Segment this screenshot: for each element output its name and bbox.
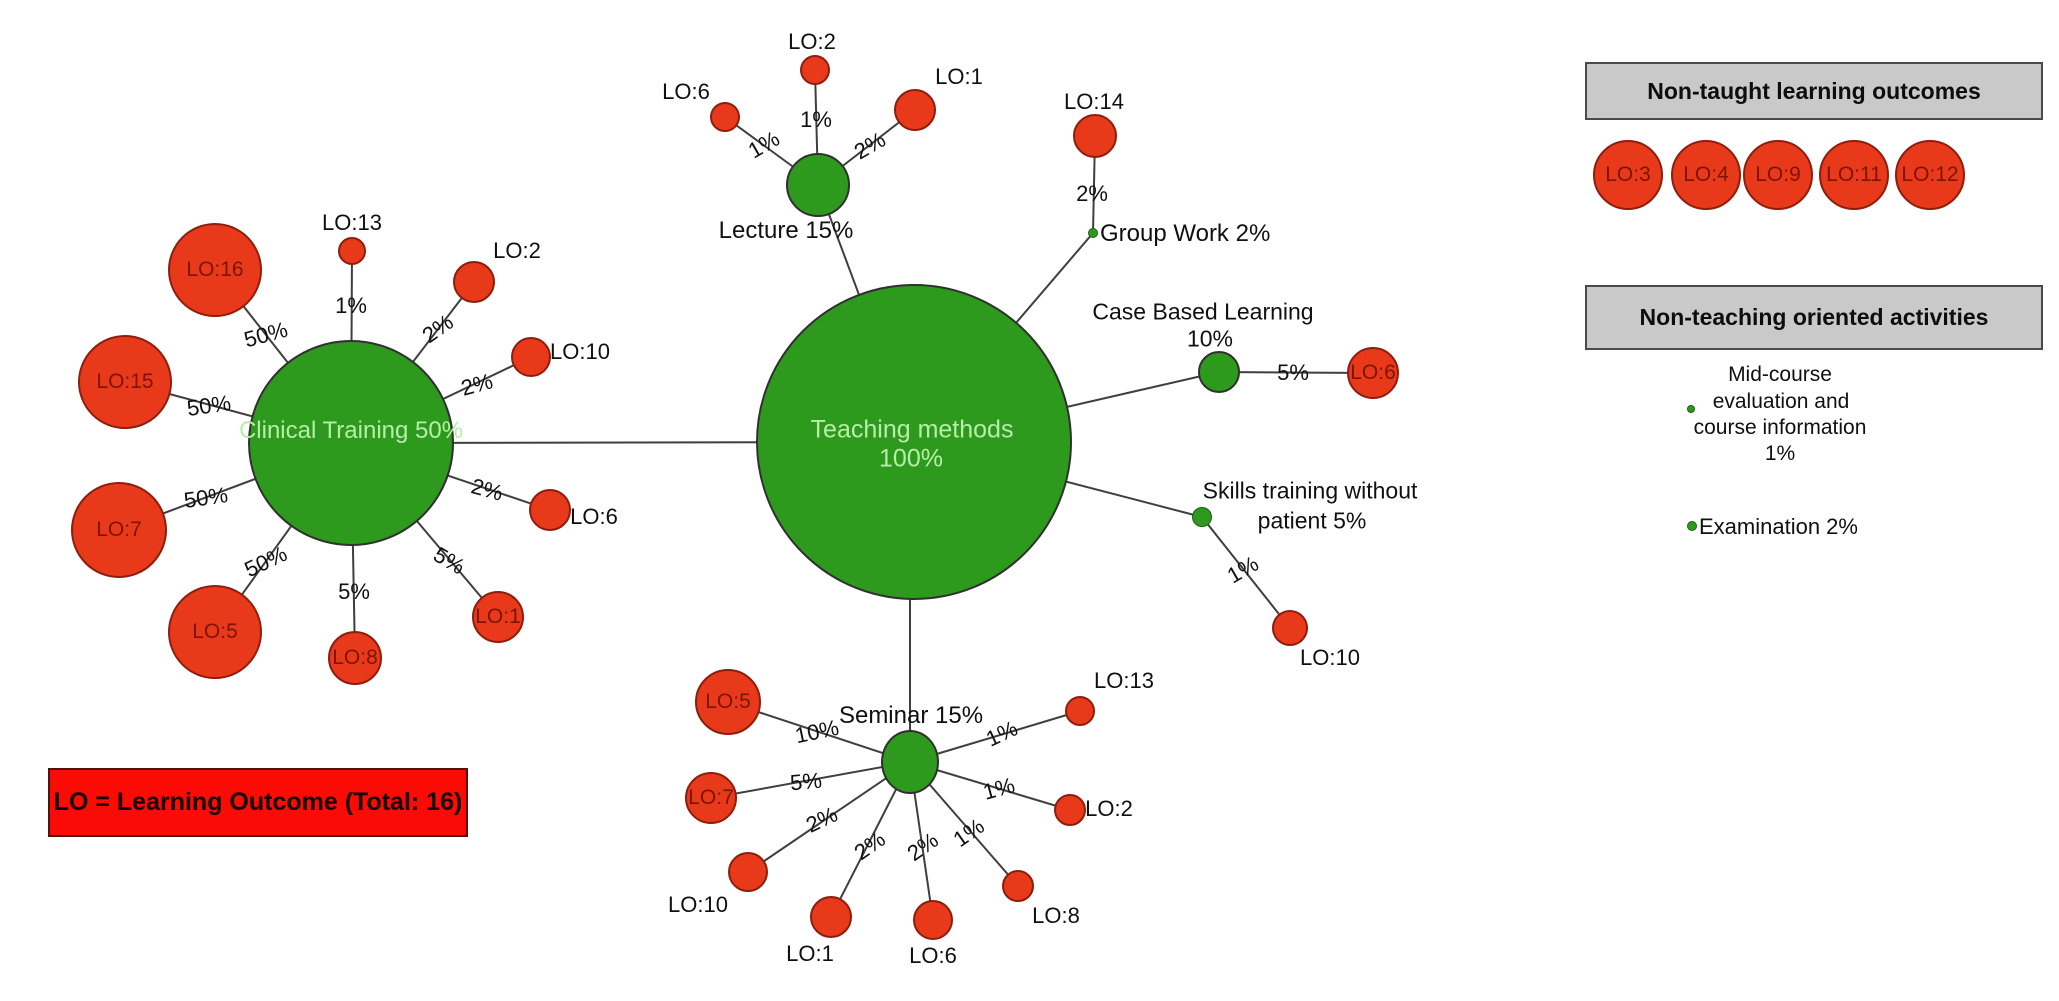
node-clinical-lo7: LO:7 [71,482,167,578]
casebased-lo6-label: LO:6 [1350,361,1396,384]
node-legend-lo11: LO:11 [1819,140,1889,210]
seminar-lo6-label: LO:6 [909,943,957,968]
lo-note-box: LO = Learning Outcome (Total: 16) [48,768,468,837]
clinical-lo10-label: LO:10 [550,339,610,364]
skills-title-line2: patient 5% [1257,507,1367,534]
node-clinical-lo5: LO:5 [168,585,262,679]
clinical-lo2-label: LO:2 [493,238,541,263]
case-based-title: Case Based Learning [1092,298,1314,325]
examination-dot [1687,521,1697,531]
clinical-lo15-label: LO:15 [96,370,154,393]
legend-lo3-label: LO:3 [1605,163,1651,186]
node-seminar [881,730,939,794]
clinical-lo7-label: LO:7 [96,518,142,541]
node-lecture-lo6 [710,102,740,132]
midcourse-dot [1687,405,1695,413]
edge-seminar-lo7 [710,761,911,799]
node-clinical-lo16: LO:16 [168,223,262,317]
clinical-lo6-label: LO:6 [570,504,618,529]
seminar-lo7-label: LO:7 [688,786,734,809]
node-clinical-lo2 [453,261,495,303]
seminar-lo13-label: LO:13 [1094,668,1154,693]
non-teaching-header: Non-teaching oriented activities [1639,304,1989,330]
lecture-label: Lecture 15% [718,217,854,244]
node-skills-training [1192,507,1212,527]
clinical-lo1-label: LO:1 [475,605,521,628]
node-teaching-methods [756,284,1072,600]
node-seminar-lo10 [728,852,768,892]
lecture-lo2-pct: 1% [800,107,832,132]
clinical-lo8-pct: 5% [338,579,370,604]
node-casebased-lo6: LO:6 [1347,347,1399,399]
legend-lo11-label: LO:11 [1826,163,1882,186]
node-lecture-lo2 [800,55,830,85]
node-clinical-lo8: LO:8 [328,631,382,685]
examination-label: Examination 2% [1699,514,1858,539]
edge-seminar-lo10 [747,761,911,873]
legend-lo4-label: LO:4 [1683,163,1729,186]
seminar-lo1-label: LO:1 [786,941,834,966]
node-seminar-lo5: LO:5 [695,669,761,735]
lecture-lo1-label: LO:1 [935,64,983,89]
midcourse-line1: Mid-course [1728,363,1832,386]
lecture-lo2-label: LO:2 [788,29,836,54]
seminar-lo5-label: LO:5 [705,690,751,713]
teaching-methods-label: Teaching methods [810,415,1014,444]
seminar-lo8-label: LO:8 [1032,903,1080,928]
node-clinical-lo10 [511,337,551,377]
node-clinical-lo15: LO:15 [78,335,172,429]
node-case-based-learning [1198,351,1240,393]
edge-skills-lo10 [1201,516,1291,629]
clinical-lo5-label: LO:5 [192,620,238,643]
node-seminar-lo2 [1054,794,1086,826]
case-based-pct: 10% [1186,325,1234,352]
node-clinical-lo6 [529,489,571,531]
midcourse-line3: course information [1693,416,1867,439]
midcourse-line4: 1% [1764,442,1796,465]
node-groupwork-lo14 [1073,114,1117,158]
skills-title-line1: Skills training without [1202,477,1418,504]
clinical-lo16-label: LO:16 [186,258,244,281]
clinical-training-label: Clinical Training 50% [238,417,464,444]
lecture-lo6-label: LO:6 [662,79,710,104]
node-seminar-lo13 [1065,696,1095,726]
groupwork-lo14-label: LO:14 [1064,89,1124,114]
casebased-lo6-pct: 5% [1277,360,1309,385]
node-seminar-lo8 [1002,870,1034,902]
node-clinical-lo1: LO:1 [472,591,524,643]
node-lecture-lo1 [894,89,936,131]
lo-note-text: LO = Learning Outcome (Total: 16) [53,788,463,816]
seminar-lo2-label: LO:2 [1085,796,1133,821]
node-legend-lo9: LO:9 [1743,140,1813,210]
clinical-lo13-pct: 1% [335,293,367,318]
non-teaching-header-box: Non-teaching oriented activities [1585,285,2043,350]
node-skills-lo10 [1272,610,1308,646]
node-legend-lo12: LO:12 [1895,140,1965,210]
legend-lo12-label: LO:12 [1901,163,1959,186]
node-lecture [786,153,850,217]
clinical-lo8-label: LO:8 [332,646,378,669]
node-seminar-lo7: LO:7 [685,772,737,824]
legend-lo9-label: LO:9 [1755,163,1801,186]
non-taught-header: Non-taught learning outcomes [1647,77,1981,104]
edge-seminar-lo13 [909,710,1081,763]
node-legend-lo3: LO:3 [1593,140,1663,210]
node-seminar-lo1 [810,896,852,938]
node-group-work [1088,228,1098,238]
node-clinical-lo13 [338,237,366,265]
seminar-lo7-pct: 5% [789,767,823,796]
skills-lo10-label: LO:10 [1300,645,1360,670]
midcourse-line2: evaluation and [1712,390,1850,413]
non-taught-header-box: Non-taught learning outcomes [1585,62,2043,120]
seminar-label: Seminar 15% [838,702,984,729]
group-work-label: Group Work 2% [1100,220,1271,247]
clinical-lo13-label: LO:13 [322,210,382,235]
groupwork-lo14-pct: 2% [1076,181,1108,206]
node-seminar-lo6 [913,900,953,940]
seminar-lo10-label: LO:10 [668,892,728,917]
node-clinical-training [248,340,454,546]
node-legend-lo4: LO:4 [1671,140,1741,210]
teaching-methods-pct: 100% [879,444,943,473]
